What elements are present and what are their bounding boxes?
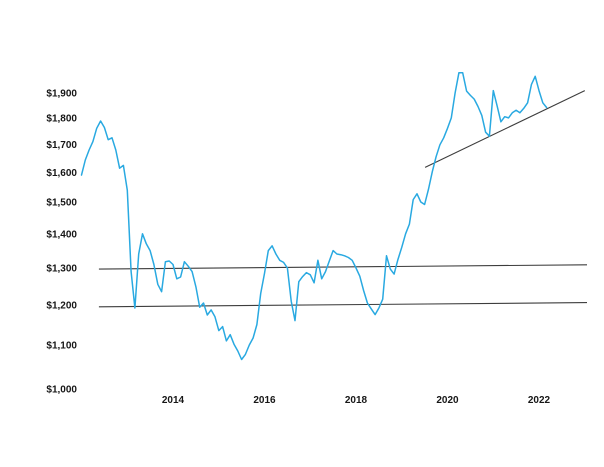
y-axis-tick-label: $1,300 — [46, 264, 77, 275]
price-line — [80, 72, 548, 361]
x-axis-tick-label: 2018 — [345, 395, 368, 406]
support-line-1200 — [98, 302, 588, 308]
y-axis-tick-label: $1,900 — [46, 89, 77, 100]
y-axis-tick-label: $1,000 — [46, 385, 77, 396]
x-axis-tick-label: 2022 — [528, 395, 551, 406]
y-axis-tick-label: $1,100 — [46, 341, 77, 352]
y-axis-tick-label: $1,800 — [46, 113, 77, 124]
y-axis-tick-label: $1,700 — [46, 140, 77, 151]
y-axis-tick-label: $1,200 — [46, 300, 77, 311]
resistance-line-1300 — [98, 264, 588, 270]
x-axis-tick-label: 2016 — [253, 395, 276, 406]
y-axis-tick-label: $1,400 — [46, 229, 77, 240]
x-axis-tick-label: 2014 — [162, 395, 185, 406]
y-axis-tick-label: $1,600 — [46, 168, 77, 179]
uptrend-line — [424, 90, 586, 168]
x-axis-tick-label: 2020 — [436, 395, 459, 406]
y-axis-tick-label: $1,500 — [46, 198, 77, 209]
